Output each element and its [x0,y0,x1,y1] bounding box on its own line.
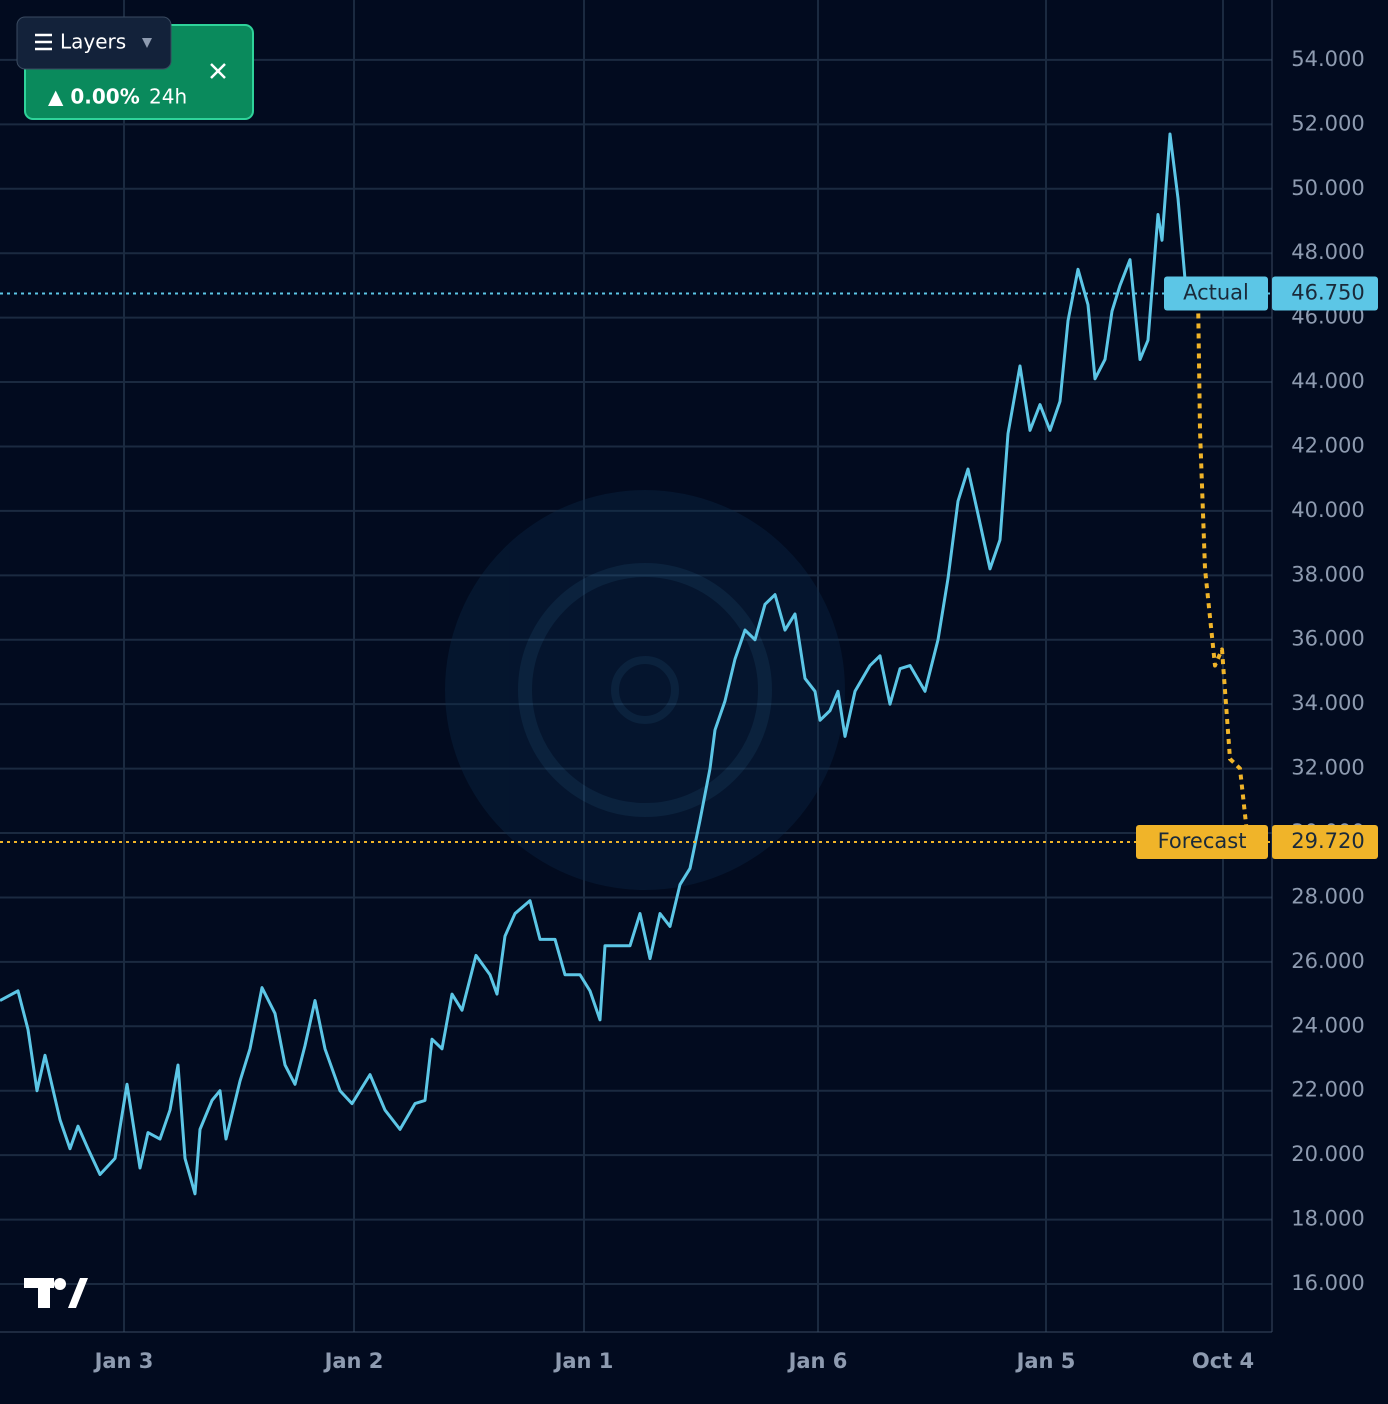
y-tick-label: 42.000 [1291,433,1364,457]
x-tick-label: Jan 1 [553,1349,614,1373]
y-tick-label: 48.000 [1291,240,1364,264]
period: 24h [149,85,187,109]
close-button[interactable] [210,63,226,79]
series-line [0,132,1197,1196]
x-tick-label: Jan 2 [323,1349,384,1373]
y-tick-label: 28.000 [1291,884,1364,908]
price-box [1272,276,1378,311]
y-tick-label: 16.000 [1291,1271,1364,1295]
watermark [445,490,845,890]
y-tick-label: 52.000 [1291,111,1364,135]
y-tick-label: 38.000 [1291,562,1364,586]
y-tick-label: 50.000 [1291,176,1364,200]
y-tick-label: 54.000 [1291,47,1364,71]
grid [0,0,1272,1332]
y-tick-label: 44.000 [1291,369,1364,393]
x-tick-label: Jan 3 [93,1349,154,1373]
series-line [1196,293,1250,843]
logo [24,1278,88,1308]
price-label: 46.750 [1291,280,1364,304]
y-tick-label: 34.000 [1291,691,1364,715]
price-label: 29.720 [1291,829,1364,853]
marker-label-box [1164,276,1268,311]
x-tick-label: Jan 6 [787,1349,848,1373]
price-box [1272,825,1378,860]
x-tick-label: Oct 4 [1192,1349,1254,1373]
marker-label-box [1136,825,1268,860]
y-tick-label: 22.000 [1291,1078,1364,1102]
y-tick-label: 24.000 [1291,1013,1364,1037]
layers-button[interactable]: Layers [16,16,172,70]
y-tick-label: 40.000 [1291,498,1364,522]
marker-label: Actual [1183,280,1249,304]
change: ▲ 0.00% [48,85,140,109]
layers-label: Layers [60,30,126,54]
y-tick-label: 26.000 [1291,949,1364,973]
y-tick-label: 36.000 [1291,627,1364,651]
y-tick-label: 20.000 [1291,1142,1364,1166]
x-tick-label: Jan 5 [1015,1349,1076,1373]
labels: 16.000 18.000 20.000 22.000 24.000 26.000 28.0… [93,47,1378,1373]
marker-label: Forecast [1158,829,1247,853]
y-tick-label: 32.000 [1291,756,1364,780]
plot [0,132,1272,1196]
y-tick-label: 18.000 [1291,1207,1364,1231]
